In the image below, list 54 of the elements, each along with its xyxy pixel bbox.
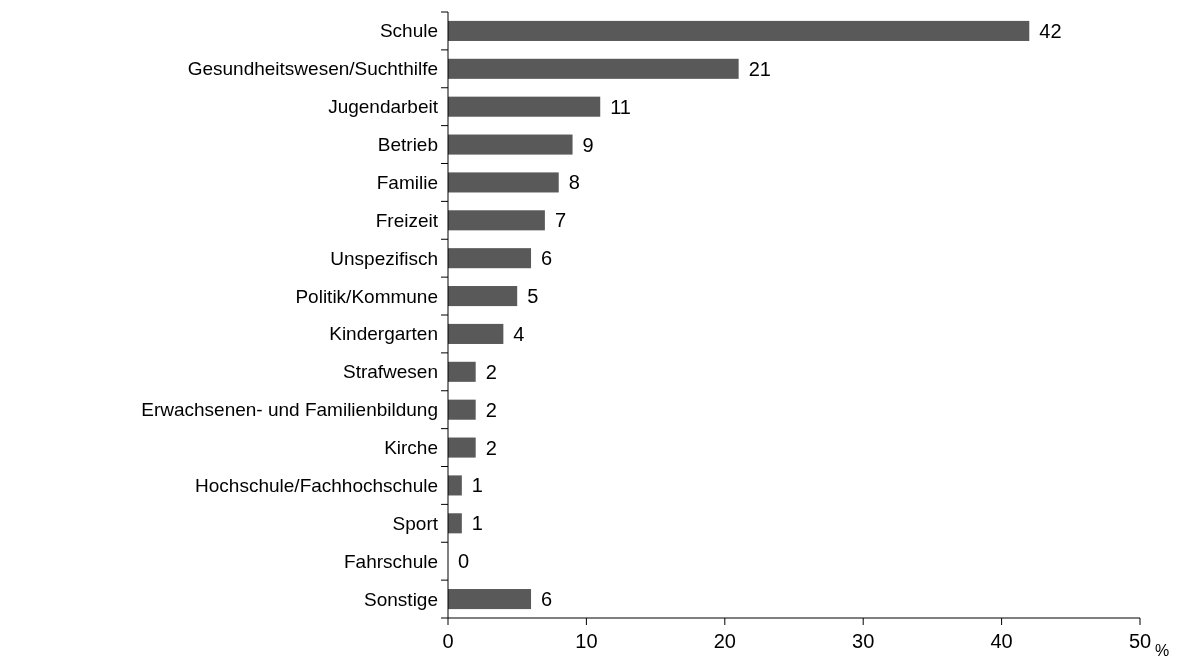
x-tick-label: 50 bbox=[1128, 630, 1152, 652]
data-label: 2 bbox=[485, 398, 497, 421]
y-tick-label: Unspezifisch bbox=[330, 247, 438, 269]
y-tick-label: Kirche bbox=[384, 437, 438, 459]
y-tick-label: Hochschule/Fachhochschule bbox=[195, 474, 438, 496]
y-tick-label: Schule bbox=[379, 20, 438, 42]
data-label: 1 bbox=[471, 512, 483, 535]
y-tick-label: Erwachsenen- und Familienbildung bbox=[141, 399, 438, 421]
bar bbox=[448, 589, 532, 610]
data-label: 2 bbox=[485, 360, 497, 383]
bar bbox=[448, 361, 476, 382]
data-label: 7 bbox=[554, 209, 567, 232]
bar bbox=[448, 323, 504, 344]
data-label: 6 bbox=[541, 588, 553, 611]
y-tick-label: Betrieb bbox=[377, 134, 438, 156]
bar bbox=[448, 20, 1030, 41]
bar bbox=[448, 248, 532, 269]
y-tick-label: Kindergarten bbox=[329, 323, 438, 345]
data-label: 21 bbox=[748, 57, 771, 80]
y-tick-label: Fahrschule bbox=[344, 550, 438, 572]
bar bbox=[448, 399, 476, 420]
data-label: 1 bbox=[471, 474, 483, 497]
x-tick-label: 40 bbox=[990, 630, 1013, 652]
y-tick-label: Familie bbox=[376, 171, 438, 193]
data-label: 8 bbox=[568, 171, 580, 194]
data-label: 0 bbox=[458, 550, 470, 573]
data-label: 42 bbox=[1039, 19, 1062, 42]
y-tick-label: Freizeit bbox=[375, 209, 439, 231]
x-axis-title: % bbox=[1154, 642, 1170, 659]
x-tick-label: 10 bbox=[575, 630, 598, 652]
bar bbox=[448, 513, 462, 534]
y-tick-label: Strafwesen bbox=[342, 361, 438, 383]
data-label: 5 bbox=[527, 285, 539, 308]
x-tick-label: 30 bbox=[852, 630, 875, 652]
bar bbox=[448, 286, 518, 307]
data-label: 9 bbox=[582, 133, 594, 156]
data-label: 4 bbox=[513, 322, 525, 345]
data-label: 6 bbox=[541, 247, 553, 270]
bar bbox=[448, 134, 573, 155]
bar bbox=[448, 210, 545, 231]
x-tick-label: 20 bbox=[713, 630, 736, 652]
bar bbox=[448, 475, 462, 496]
y-tick-label: Sport bbox=[392, 512, 439, 534]
y-tick-label: Jugendarbeit bbox=[328, 96, 439, 118]
y-tick-label: Sonstige bbox=[364, 588, 438, 610]
y-tick-label: Politik/Kommune bbox=[295, 285, 438, 307]
data-label: 11 bbox=[610, 95, 632, 118]
bar bbox=[448, 96, 601, 117]
bar bbox=[448, 58, 739, 79]
bar bbox=[448, 437, 476, 458]
x-tick-label: 0 bbox=[442, 630, 454, 652]
y-tick-label: Gesundheitswesen/Suchthilfe bbox=[187, 58, 438, 80]
data-label: 2 bbox=[485, 436, 497, 459]
bar bbox=[448, 172, 559, 193]
